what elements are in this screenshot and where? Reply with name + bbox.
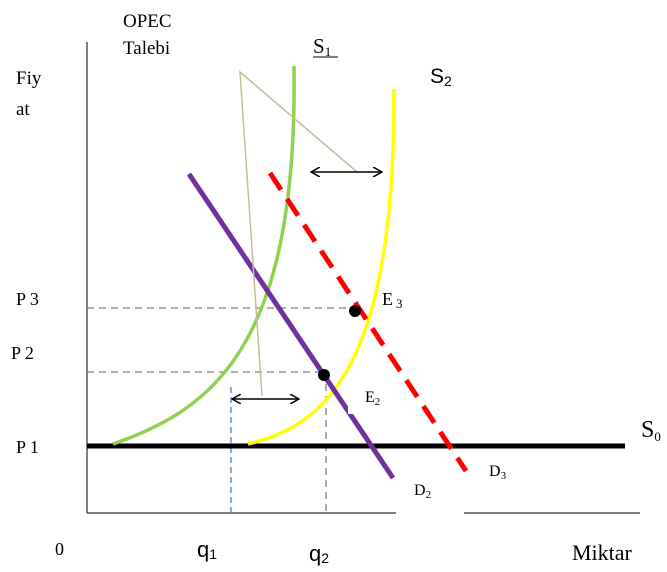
opec-label-line2: Talebi [123, 38, 170, 59]
s2-supply-curve [247, 88, 396, 446]
d2-label: D2 [414, 482, 431, 501]
s1-label: S1 [313, 34, 331, 59]
opec-label-line1: OPEC [123, 11, 172, 32]
s0-label: S0 [641, 417, 661, 444]
opec-pointer [239, 70, 358, 397]
e2-label: E2 [365, 389, 380, 408]
s2-label: S2 [430, 65, 452, 89]
x-axis-label: Miktar [572, 540, 633, 565]
y-axis-label-line2: at [16, 99, 30, 120]
p3-label: P 3 [16, 289, 39, 309]
e3-point [349, 305, 361, 317]
d2-label-patch [396, 476, 464, 514]
y-axis-label-line1: Fiy [16, 68, 42, 89]
e2-label-patch [348, 388, 384, 414]
p1-label: P 1 [16, 437, 39, 457]
q2-label: q2 [309, 541, 329, 566]
p2-label: P 2 [11, 343, 34, 363]
s1-supply-curve [112, 65, 296, 446]
q1-label: q1 [197, 537, 217, 562]
e2-point [318, 369, 330, 381]
d3-demand-line [267, 171, 469, 473]
d2-demand-line [186, 172, 396, 480]
origin-label: 0 [55, 539, 64, 559]
d3-label: D3 [489, 463, 507, 482]
